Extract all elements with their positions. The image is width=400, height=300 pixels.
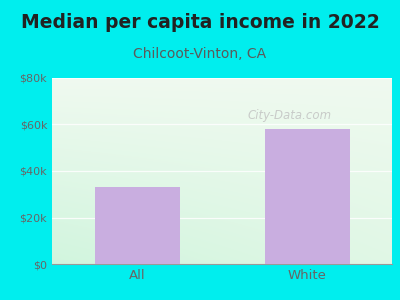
Text: Chilcoot-Vinton, CA: Chilcoot-Vinton, CA: [134, 46, 266, 61]
Bar: [94, 187, 180, 264]
Bar: [264, 129, 350, 264]
Text: City-Data.com: City-Data.com: [248, 109, 332, 122]
Text: Median per capita income in 2022: Median per capita income in 2022: [21, 14, 379, 32]
